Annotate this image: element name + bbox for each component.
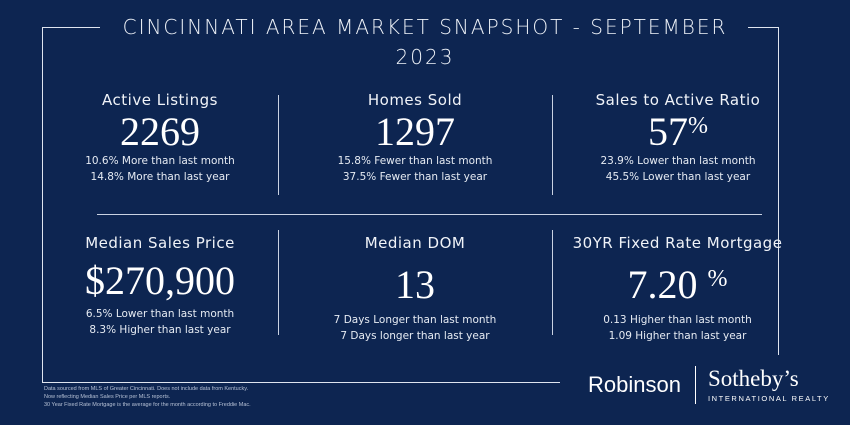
stat-change-month: 23.9% Lower than last month [600,155,756,167]
stat-value: $270,900 [85,258,235,303]
stat-change-month: 0.13 Higher than last month [603,314,752,326]
stat-value: 13 [395,262,435,307]
stat-value: 57% [648,109,708,154]
stat-label: Active Listings [102,91,218,109]
page-title: CINCINNATI AREA MARKET SNAPSHOT - SEPTEM… [122,15,728,69]
stat-change-year: 8.3% Higher than last year [89,324,231,336]
stat-value: 1297 [375,109,455,154]
brand-sothebys-name: Sotheby’s [707,366,799,391]
stat-change-month: 10.6% More than last month [85,155,235,167]
footnote-line: Now reflecting Median Sales Price per ML… [44,394,171,400]
stat-label: Homes Sold [367,91,463,109]
footnote-line: Data sourced from MLS of Greater Cincinn… [44,386,249,392]
stat-label: 30YR Fixed Rate Mortgage [572,234,783,252]
brand-divider [694,366,696,404]
stat-value: 2269 [120,109,200,154]
footnote-line: 30 Year Fixed Rate Mortgage is the avera… [44,402,251,408]
brand-robinson: Robinson [588,372,681,397]
stat-change-month: 15.8% Fewer than last month [337,155,493,167]
stat-change-year: 1.09 Higher than last year [608,330,747,342]
stat-unit: % [688,113,708,139]
vertical-divider-bottom-left [278,230,279,335]
stat-change-year: 14.8% More than last year [90,171,230,183]
stat-change-year: 7 Days longer than last year [340,330,490,342]
stat-label: Median DOM [364,234,466,252]
stat-change-month: 6.5% Lower than last month [85,308,235,320]
stat-unit: % [707,266,728,292]
stat-change-year: 37.5% Fewer than last year [342,171,488,183]
stat-median-dom: Median DOM 13 7 Days Longer than last mo… [315,232,515,344]
vertical-divider-top-right [552,95,553,195]
frame-gap-top [100,15,748,41]
stat-30yr-fixed-rate-mortgage: 30YR Fixed Rate Mortgage 7.20 % 0.13 Hig… [565,232,790,344]
frame-gap-bottom-right [560,355,820,405]
brand-sothebys: Sotheby’s INTERNATIONAL REALTY [696,366,830,404]
vertical-divider-top-left [278,95,279,195]
stat-change-year: 45.5% Lower than last year [605,171,751,183]
brand-logo: Robinson Sotheby’s INTERNATIONAL REALTY [588,360,830,410]
horizontal-divider [97,214,762,215]
stat-label: Sales to Active Ratio [595,91,761,109]
vertical-divider-bottom-right [552,230,553,335]
stat-active-listings: Active Listings 2269 10.6% More than las… [60,89,260,185]
stat-change-month: 7 Days Longer than last month [333,314,497,326]
stat-sales-to-active-ratio: Sales to Active Ratio 57% 23.9% Lower th… [578,89,778,185]
stat-value: 7.20 % [627,262,728,307]
brand-tagline: INTERNATIONAL REALTY [707,394,830,403]
footnote: Data sourced from MLS of Greater Cincinn… [44,385,364,409]
stat-homes-sold: Homes Sold 1297 15.8% Fewer than last mo… [315,89,515,185]
stat-median-sales-price: Median Sales Price $270,900 6.5% Lower t… [60,232,260,338]
stat-label: Median Sales Price [85,234,235,252]
